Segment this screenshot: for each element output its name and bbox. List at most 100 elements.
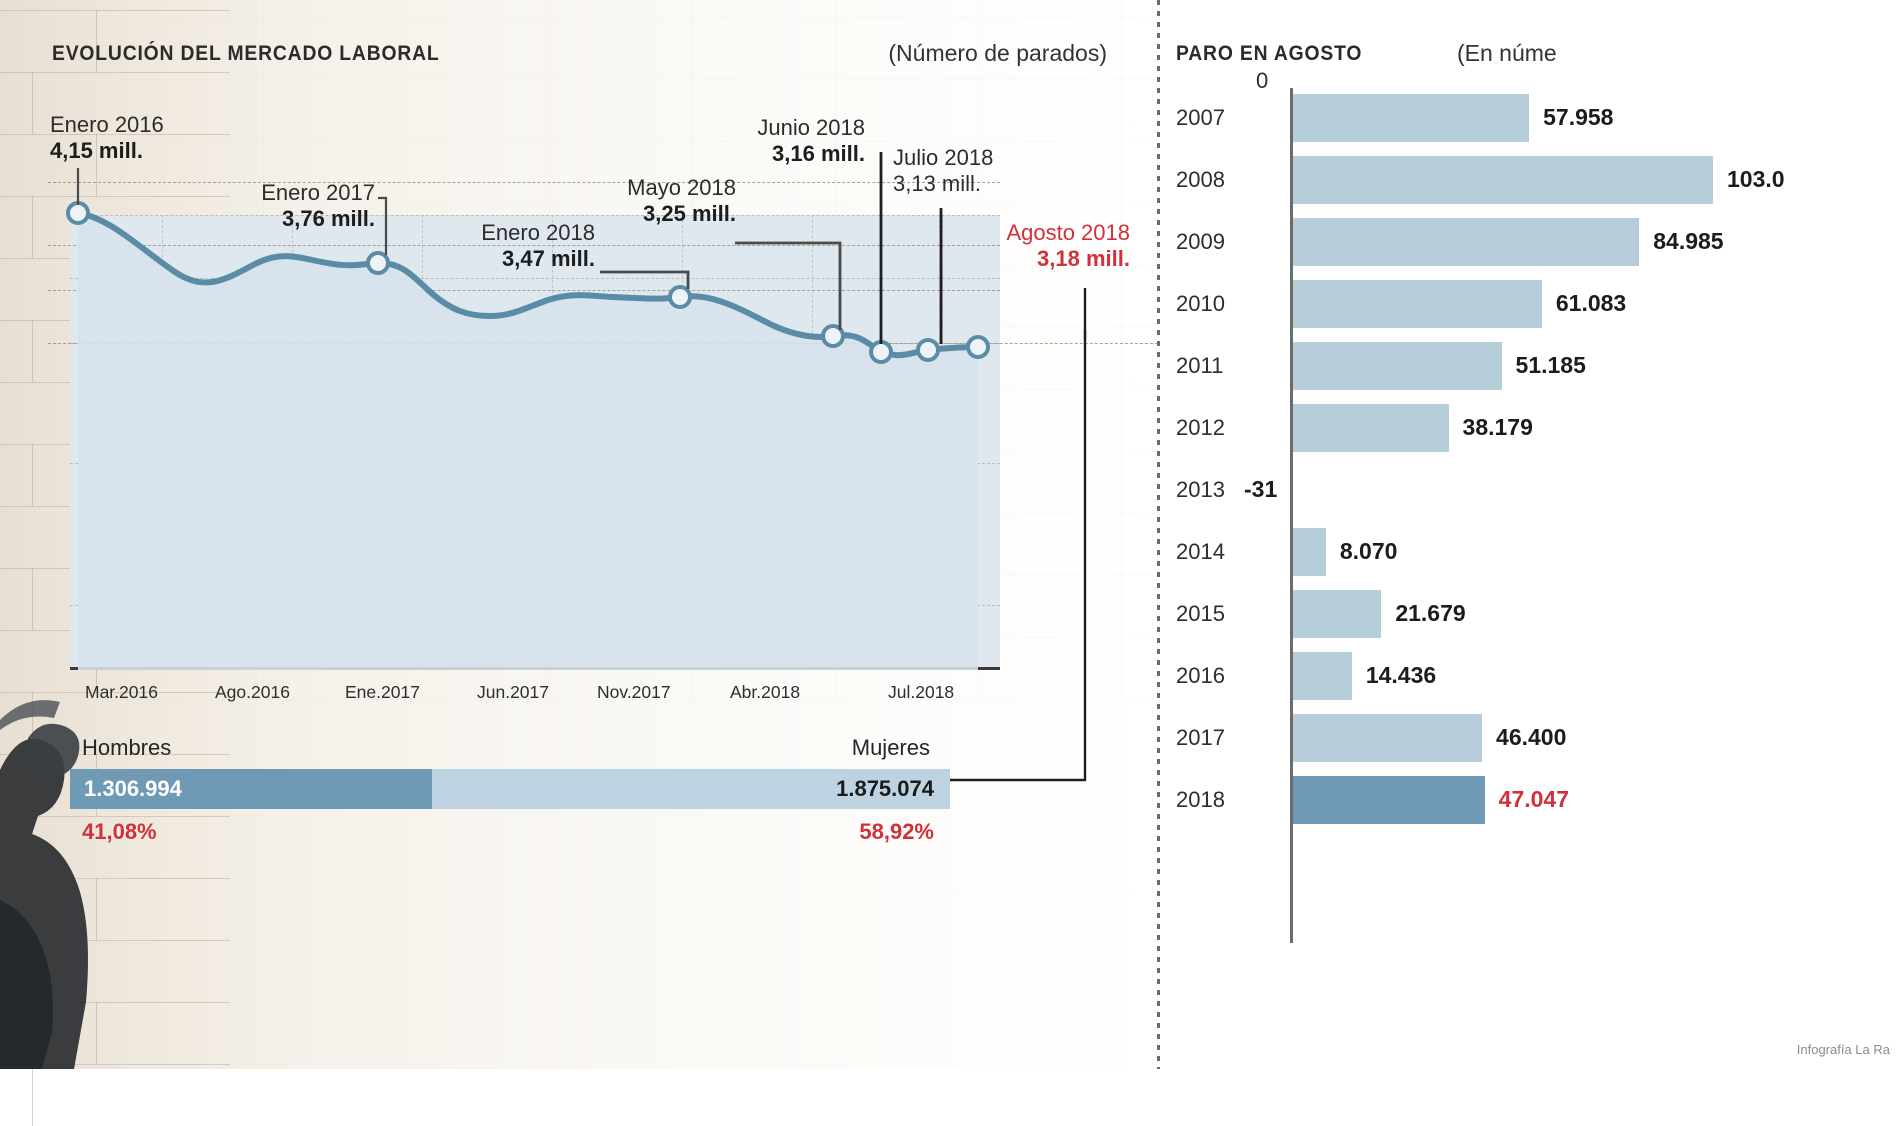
gender-stacked-bar: 1.306.994 1.875.074 <box>70 769 950 809</box>
annotation-enero-2018: Enero 2018 3,47 mill. <box>405 220 595 272</box>
brick-joint-line <box>96 10 97 72</box>
annotation-label: Enero 2016 <box>50 112 164 137</box>
bar-value-label: 84.985 <box>1653 228 1724 254</box>
bar-chart-panel: PARO EN AGOSTO (En núme 0 2007 57.958 2008… <box>1160 0 1900 1069</box>
bar-row: 2010 61.083 <box>1160 274 1900 336</box>
annotation-value: 3,13 mill. <box>893 171 982 196</box>
bar-row: 2009 84.985 <box>1160 212 1900 274</box>
bar-value-label: 51.185 <box>1515 352 1586 378</box>
x-axis-label-1: Ago.2016 <box>215 682 290 702</box>
brick-mortar-line <box>0 692 230 693</box>
annotation-julio-2018: Julio 2018 3,13 mill. <box>893 145 993 197</box>
line-chart-plot-area <box>70 215 1000 670</box>
brick-mortar-line <box>0 816 230 817</box>
bar-value-label: 61.083 <box>1555 290 1627 316</box>
bar-rect <box>1293 280 1542 328</box>
annotation-value: 3,16 mill. <box>772 141 865 166</box>
guide-line-316 <box>48 343 1188 344</box>
brick-mortar-line <box>0 134 230 135</box>
bar-rect <box>1293 404 1449 452</box>
gridline-h-2 <box>70 278 1000 279</box>
bar-row: 2015 21.679 <box>1160 584 1900 646</box>
annotation-label: Mayo 2018 <box>627 175 736 200</box>
bar-year-label: 2010 <box>1176 291 1225 316</box>
gender-label-mujeres: Mujeres <box>851 735 930 760</box>
annotation-enero-2017: Enero 2017 3,76 mill. <box>175 180 375 232</box>
bar-value-label: 38.179 <box>1462 414 1533 440</box>
gridline-v-1 <box>162 215 163 667</box>
x-axis-label-4: Nov.2017 <box>597 682 671 702</box>
brick-joint-line <box>32 196 33 258</box>
gridline-v-7 <box>942 215 943 667</box>
brick-mortar-line <box>0 196 230 197</box>
bar-chart-title: PARO EN AGOSTO <box>1176 42 1363 65</box>
bar-row: 2007 57.958 <box>1160 88 1900 150</box>
x-axis-label-3: Jun.2017 <box>477 682 550 702</box>
x-axis-label-6: Jul.2018 <box>888 682 955 702</box>
bar-value-label: 14.436 <box>1365 662 1437 688</box>
brick-joint-line <box>32 692 33 754</box>
annotation-label: Agosto 2018 <box>1006 220 1130 245</box>
brick-mortar-line <box>0 878 230 879</box>
bar-value-label: -31 <box>1244 476 1278 502</box>
gridline-v-3 <box>422 215 423 667</box>
bar-rect <box>1293 714 1483 762</box>
gridline-v-6 <box>812 215 813 667</box>
bar-row: 2013 -31 <box>1160 460 1900 522</box>
gender-bar-hombres: 1.306.994 <box>70 769 432 809</box>
bar-year-label: 2009 <box>1176 229 1225 254</box>
annotation-label: Junio 2018 <box>757 115 865 140</box>
gender-bar-mujeres: 1.875.074 <box>431 769 950 809</box>
bar-year-label: 2012 <box>1176 415 1225 440</box>
gender-label-hombres: Hombres <box>82 735 172 760</box>
gender-percent-mujeres: 58,92% <box>859 819 934 844</box>
bar-value-label: 8.070 <box>1339 538 1398 564</box>
guide-line-415 <box>48 182 1000 183</box>
cyclist-photo-silhouette <box>0 600 205 1069</box>
brick-mortar-line <box>0 72 230 73</box>
annotation-value: 4,15 mill. <box>50 138 143 163</box>
guide-line-347 <box>48 290 1000 291</box>
brick-joint-line <box>96 134 97 196</box>
brick-mortar-line <box>0 1064 230 1065</box>
bar-rect <box>1293 342 1502 390</box>
bar-year-label: 2007 <box>1176 105 1225 130</box>
brick-mortar-line <box>0 1002 230 1003</box>
x-axis-label-5: Abr.2018 <box>730 682 801 702</box>
bar-chart-subtitle: (En núme <box>1457 40 1557 66</box>
x-axis-label-0: Mar.2016 <box>85 682 158 702</box>
bar-year-label: 2011 <box>1176 353 1224 378</box>
gridline-v-5 <box>682 215 683 667</box>
annotation-value: 3,18 mill. <box>1037 246 1130 271</box>
annotation-value: 3,47 mill. <box>502 246 595 271</box>
bar-rect <box>1293 590 1382 638</box>
bar-year-label: 2008 <box>1176 167 1225 192</box>
line-chart-panel: EVOLUCIÓN DEL MERCADO LABORAL (Número de… <box>48 40 1188 844</box>
gridline-h-5 <box>70 605 1000 606</box>
brick-joint-line <box>32 444 33 506</box>
bar-value-label: 57.958 <box>1543 104 1614 130</box>
chart-subtitle: (Número de parados) <box>888 40 1107 66</box>
gridline-v-2 <box>292 215 293 667</box>
annotation-value: 3,25 mill. <box>643 201 736 226</box>
annotation-mayo-2018: Mayo 2018 3,25 mill. <box>550 175 736 227</box>
annotation-value: 3,76 mill. <box>282 206 375 231</box>
brick-joint-line <box>32 568 33 630</box>
bar-row: 2011 51.185 <box>1160 336 1900 398</box>
gender-percent-hombres: 41,08% <box>82 819 157 844</box>
bar-year-label: 2015 <box>1176 601 1225 626</box>
bar-rect <box>1293 528 1326 576</box>
bar-year-label: 2018 <box>1176 787 1225 812</box>
cyclist-silhouette-svg <box>0 700 88 1069</box>
bar-year-label: 2016 <box>1176 663 1225 688</box>
panel-divider <box>1157 0 1160 1069</box>
brick-joint-line <box>96 1002 97 1064</box>
annotation-agosto-2018: Agosto 2018 3,18 mill. <box>930 220 1130 272</box>
bar-row: 2008 103.0 <box>1160 150 1900 212</box>
x-axis-label-2: Ene.2017 <box>345 682 420 702</box>
bar-chart-zero-axis <box>1290 88 1293 943</box>
brick-mortar-line <box>0 10 230 11</box>
brick-mortar-line <box>0 940 230 941</box>
brick-joint-line <box>96 878 97 940</box>
bar-rect <box>1293 776 1485 824</box>
